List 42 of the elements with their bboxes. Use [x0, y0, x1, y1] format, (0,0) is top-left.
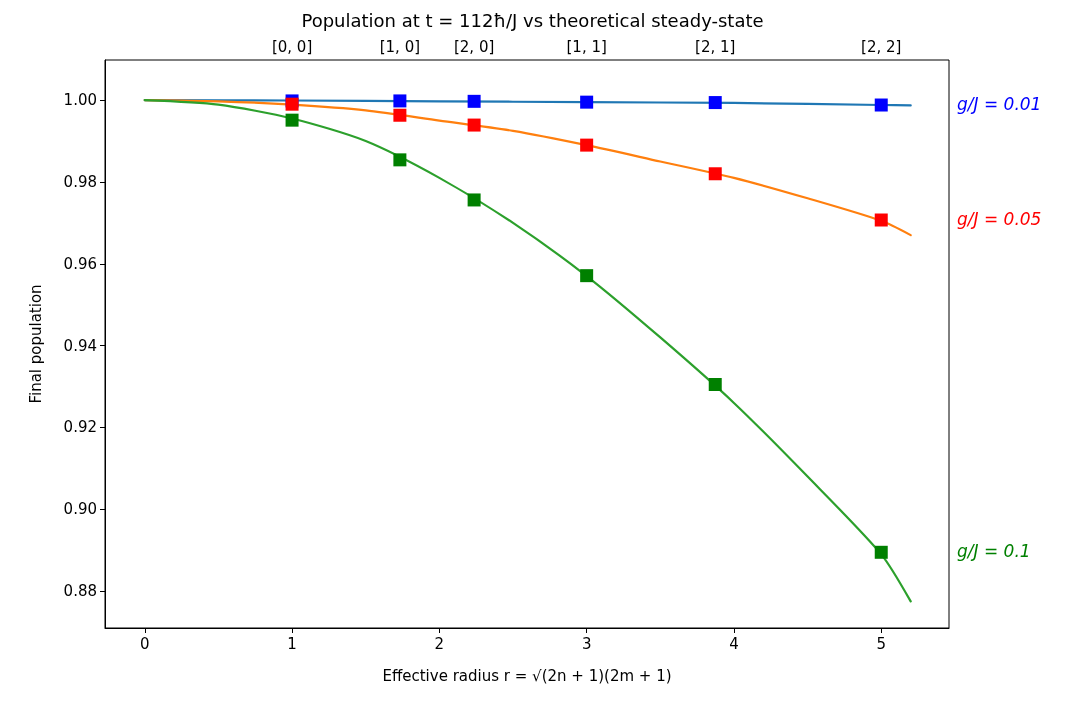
point [708, 167, 722, 181]
y-tick-label: 0.94 [63, 336, 97, 355]
text: [2, 0] [453, 37, 495, 56]
chart-title: Population at t = 112ħ/J vs theoretical steady-state [301, 9, 764, 31]
text: [1, 0] [379, 37, 421, 56]
y-axis-title: Final population [26, 284, 45, 404]
text: [2, 1] [695, 37, 736, 56]
y-tick-label: 0.98 [63, 172, 97, 191]
point [393, 153, 407, 167]
point [708, 378, 722, 392]
text: g/J = 0.05 [957, 208, 1042, 229]
text: [2, 2] [861, 37, 902, 56]
point [467, 94, 481, 108]
line-series [143, 99, 912, 603]
text: g/J = 0.1 [957, 540, 1031, 561]
y-tick-label: 1.00 [63, 91, 97, 110]
text: [1, 1] [566, 37, 607, 56]
point [874, 98, 888, 112]
x-tick-label: 3 [581, 634, 592, 653]
point [874, 213, 888, 227]
point [467, 193, 481, 207]
point [708, 96, 722, 110]
y-tick-label: 0.90 [63, 500, 97, 519]
x-tick-label: 0 [140, 634, 150, 653]
x-axis-title: Effective radius r = √(2n + 1)(2m + 1) [382, 666, 672, 685]
x-tick-label: 1 [287, 634, 297, 653]
x-tick-label: 5 [876, 634, 887, 653]
y-tick-label: 0.96 [63, 254, 97, 273]
y-tick-label: 0.88 [63, 582, 97, 601]
point [285, 113, 299, 127]
point [580, 269, 594, 283]
text: [0, 0] [271, 37, 313, 56]
point [467, 118, 481, 132]
x-tick-label: 2 [434, 634, 445, 653]
point [580, 95, 594, 109]
point [874, 545, 888, 559]
y-tick-label: 0.92 [63, 418, 97, 437]
point [580, 138, 594, 152]
text: g/J = 0.01 [957, 93, 1042, 114]
x-tick-label: 4 [729, 634, 739, 653]
point [393, 94, 407, 108]
point [393, 108, 407, 122]
